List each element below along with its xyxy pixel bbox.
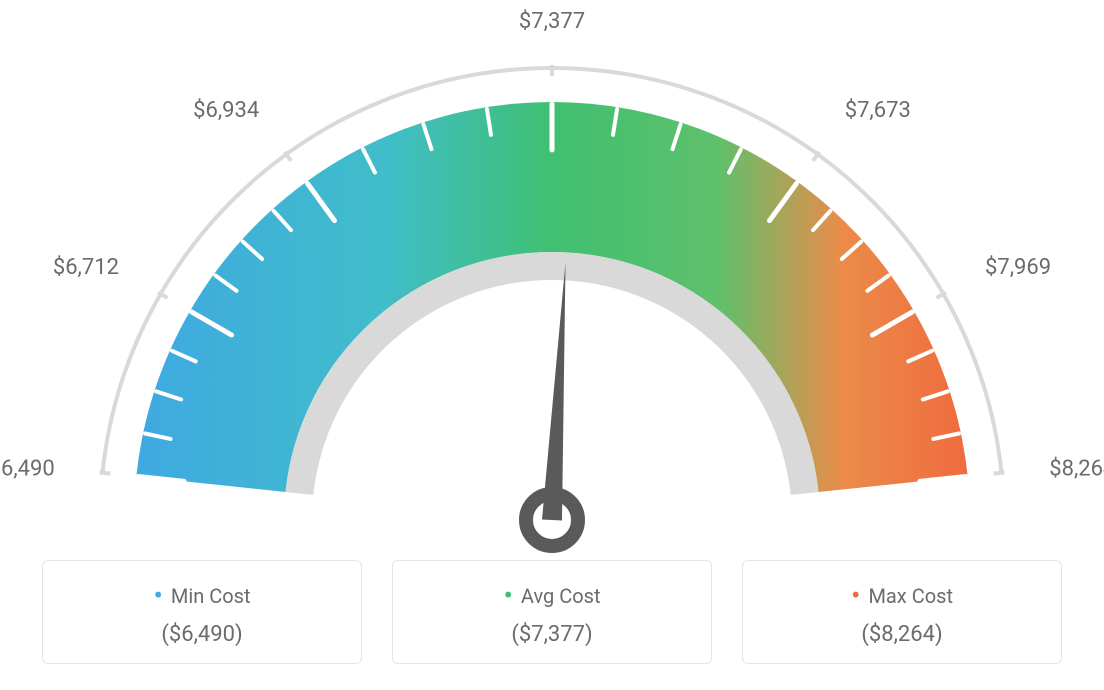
svg-text:$7,377: $7,377	[519, 9, 585, 34]
legend-card-max: Max Cost ($8,264)	[742, 560, 1062, 664]
svg-text:$6,712: $6,712	[53, 255, 119, 280]
legend-row: Min Cost ($6,490) Avg Cost ($7,377) Max …	[0, 560, 1104, 664]
svg-text:$8,264: $8,264	[1049, 457, 1104, 482]
gauge-svg: $6,490 $6,712 $6,934 $7,377 $7,673 $7,969 $8,2…	[0, 0, 1104, 560]
gauge-chart: $6,490 $6,712 $6,934 $7,377 $7,673 $7,969 $8,2…	[0, 0, 1104, 560]
legend-card-avg: Avg Cost ($7,377)	[392, 560, 712, 664]
legend-max-value: ($8,264)	[753, 622, 1051, 647]
legend-max-label: Max Cost	[753, 579, 1051, 612]
legend-min-label: Min Cost	[53, 579, 351, 612]
legend-avg-label: Avg Cost	[403, 579, 701, 612]
svg-text:$7,673: $7,673	[845, 98, 911, 123]
legend-card-min: Min Cost ($6,490)	[42, 560, 362, 664]
legend-min-value: ($6,490)	[53, 622, 351, 647]
svg-text:$7,969: $7,969	[985, 255, 1051, 280]
svg-text:$6,490: $6,490	[0, 457, 55, 482]
legend-avg-value: ($7,377)	[403, 622, 701, 647]
svg-text:$6,934: $6,934	[193, 98, 259, 123]
